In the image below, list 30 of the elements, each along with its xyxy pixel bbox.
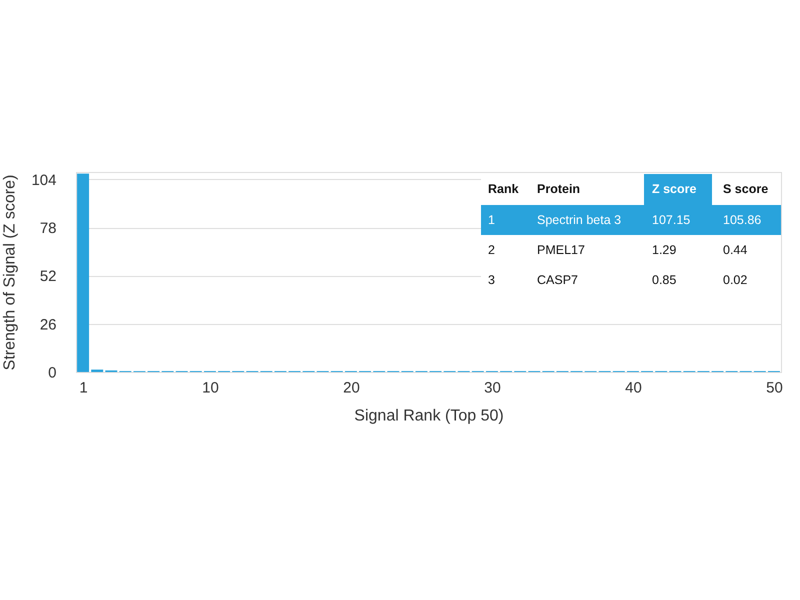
annotation: CASP7 — [537, 273, 578, 287]
y-tick-label: 78 — [40, 220, 56, 238]
annotation: 3 — [488, 273, 495, 287]
annotation: Spectrin beta 3 — [537, 213, 622, 227]
y-axis-title: Strength of Signal (Z score) — [1, 174, 18, 370]
y-tick-label: 0 — [48, 364, 56, 382]
x-tick-label: 30 — [484, 380, 501, 396]
annotation: Z score — [652, 182, 697, 196]
annotation: 105.86 — [723, 213, 762, 227]
annotation: 0.85 — [652, 273, 676, 287]
annotation: S score — [723, 182, 768, 196]
annotation: 107.15 — [652, 213, 690, 227]
annotation: PMEL17 — [537, 243, 585, 257]
y-tick-label: 104 — [31, 172, 56, 189]
x-tick-label: 1 — [79, 380, 88, 396]
annotation: 1.29 — [652, 243, 676, 257]
annotation: 1 — [488, 213, 495, 227]
annotation: 2 — [488, 243, 495, 257]
x-tick-label: 10 — [202, 380, 219, 396]
bar — [77, 174, 90, 372]
x-tick-label: 50 — [766, 380, 783, 396]
y-tick-label: 52 — [40, 268, 56, 286]
y-tick-label: 26 — [40, 316, 56, 334]
x-axis-title: Signal Rank (Top 50) — [354, 408, 504, 424]
annotation: Rank — [488, 182, 519, 196]
annotation: 0.44 — [723, 243, 748, 257]
x-tick-label: 40 — [625, 380, 642, 396]
annotation: Protein — [537, 182, 580, 196]
x-tick-label: 20 — [343, 380, 360, 396]
annotation: 0.02 — [723, 273, 748, 287]
